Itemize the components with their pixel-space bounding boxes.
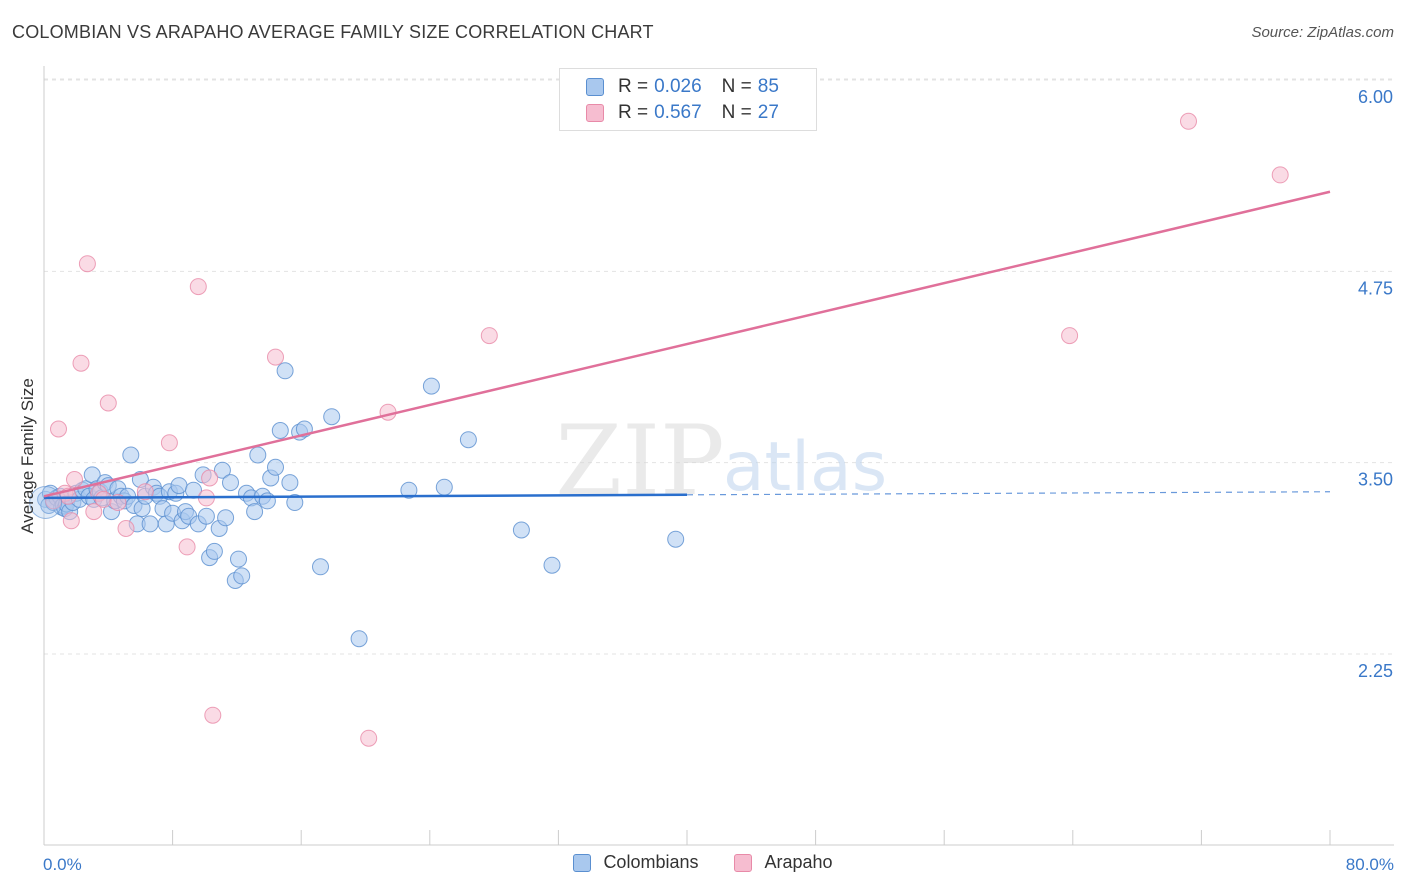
- arapaho-point: [379, 403, 397, 421]
- arapaho-point: [480, 327, 498, 345]
- colombian-point: [667, 530, 685, 548]
- colombians-trend-line: [43, 493, 688, 500]
- legend-row-arapaho: R = 0.567 N = 27: [586, 101, 779, 125]
- colombian-point: [281, 474, 299, 492]
- colombian-point: [312, 558, 329, 576]
- colombian-point: [197, 507, 215, 525]
- arapaho-point: [66, 471, 83, 488]
- colombian-point: [141, 515, 159, 533]
- arapaho-point: [95, 490, 112, 508]
- n-value-colombians: 85: [757, 76, 779, 97]
- y-tick-label: 3.50: [1358, 470, 1393, 490]
- arapaho-point: [136, 483, 154, 501]
- colombian-point: [246, 503, 264, 521]
- arapaho-swatch: [734, 853, 753, 872]
- arapaho-point: [360, 729, 378, 747]
- colombian-point: [276, 362, 294, 380]
- arapaho-point: [204, 706, 222, 724]
- arapaho-point: [267, 348, 284, 366]
- colombians-swatch: [573, 853, 592, 872]
- n-label: N =: [721, 102, 752, 123]
- y-axis-label: Average Family Size: [18, 378, 37, 534]
- axes: 2.25 3.50 4.75 6.00: [43, 66, 1394, 846]
- legend-item-colombians[interactable]: Colombians: [573, 852, 698, 873]
- legend-label-colombians: Colombians: [603, 852, 699, 872]
- n-value-arapaho: 27: [757, 102, 779, 123]
- arapaho-point: [99, 394, 117, 412]
- colombian-point: [267, 458, 284, 476]
- colombian-point: [350, 630, 368, 648]
- arapaho-swatch: [586, 104, 604, 122]
- x-tick-label-min: 0.0%: [43, 855, 82, 874]
- series-legend: Colombians Arapaho: [0, 852, 1406, 873]
- colombian-point: [435, 478, 453, 496]
- grid: [44, 78, 1394, 655]
- colombian-point: [205, 542, 223, 560]
- colombian-point: [230, 550, 247, 568]
- colombian-point: [512, 521, 530, 539]
- colombians-swatch: [586, 78, 604, 96]
- legend-row-colombians: R = 0.026 N = 85: [586, 75, 779, 99]
- colombian-point: [217, 509, 235, 527]
- arapaho-point: [62, 512, 80, 530]
- colombian-point: [233, 567, 251, 585]
- correlation-legend: R = 0.026 N = 85 R = 0.567 N = 27: [559, 68, 817, 131]
- legend-label-arapaho: Arapaho: [764, 852, 833, 872]
- r-label: R =: [618, 76, 649, 97]
- arapaho-point: [72, 354, 90, 372]
- colombian-point: [170, 477, 188, 495]
- n-label: N =: [721, 76, 752, 97]
- colombian-point: [400, 481, 418, 499]
- legend-item-arapaho[interactable]: Arapaho: [734, 852, 833, 873]
- colombian-point: [249, 446, 267, 464]
- arapaho-point: [117, 520, 135, 537]
- watermark: ZIP atlas: [555, 405, 887, 517]
- r-value-arapaho: 0.567: [654, 102, 702, 123]
- x-tick-label-max: 80.0%: [1346, 855, 1394, 874]
- colombian-point: [323, 408, 341, 426]
- r-value-colombians: 0.026: [654, 76, 702, 97]
- r-label: R =: [618, 102, 649, 123]
- colombian-point: [258, 492, 276, 510]
- arapaho-point: [1061, 327, 1079, 345]
- y-tick-label: 4.75: [1358, 278, 1393, 298]
- arapaho-point: [85, 503, 103, 521]
- colombian-point: [286, 494, 304, 511]
- watermark-zip: ZIP: [555, 405, 724, 517]
- colombian-point: [459, 431, 477, 449]
- arapaho-point: [78, 255, 96, 273]
- colombian-point: [222, 474, 239, 492]
- arapaho-point: [50, 420, 67, 438]
- source-note: Source: ZipAtlas.com: [1251, 24, 1394, 41]
- y-tick-label: 2.25: [1358, 661, 1393, 681]
- colombian-point: [543, 556, 561, 574]
- arapaho-point: [189, 278, 207, 296]
- watermark-atlas: atlas: [723, 428, 887, 507]
- colombian-point: [122, 446, 140, 464]
- colombians-trend-extension: [686, 491, 1331, 496]
- arapaho-point: [1180, 112, 1197, 130]
- colombian-point: [422, 377, 440, 395]
- colombian-point: [271, 422, 289, 439]
- colombian-point: [213, 461, 231, 479]
- arapaho-point: [178, 538, 196, 556]
- trend-lines: [43, 190, 1331, 500]
- arapaho-point: [201, 469, 219, 487]
- arapaho-point: [1271, 166, 1289, 184]
- chart-title: COLOMBIAN VS ARAPAHO AVERAGE FAMILY SIZE…: [12, 22, 654, 42]
- y-tick-label: 6.00: [1358, 87, 1393, 107]
- arapaho-trend-line: [43, 190, 1331, 498]
- arapaho-point: [160, 434, 178, 452]
